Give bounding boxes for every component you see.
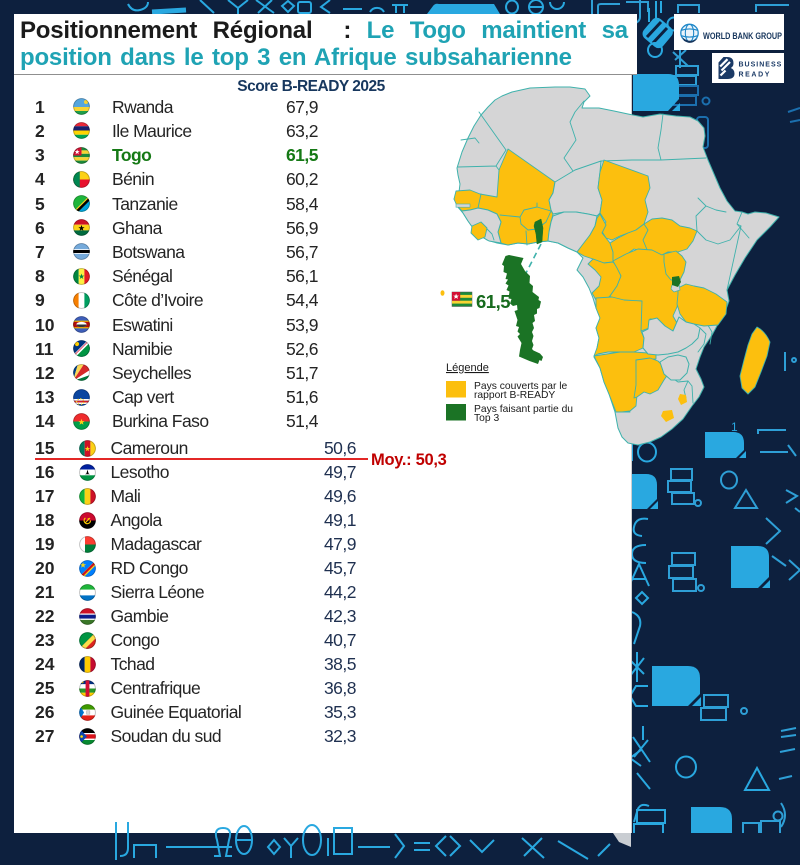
svg-text:Pays couverts par le: Pays couverts par le <box>474 381 568 392</box>
svg-text:rapport B-READY: rapport B-READY <box>474 390 555 401</box>
svg-text:WORLD BANK GROUP: WORLD BANK GROUP <box>703 31 782 42</box>
svg-text:READY: READY <box>739 72 772 79</box>
svg-text:Légende: Légende <box>446 362 489 374</box>
svg-text:61,5: 61,5 <box>476 291 510 312</box>
svg-text:Pays faisant partie du: Pays faisant partie du <box>474 404 573 415</box>
svg-text:1: 1 <box>731 420 738 434</box>
svg-text:Top 3: Top 3 <box>474 413 499 424</box>
svg-text:BUSINESS: BUSINESS <box>739 62 783 69</box>
